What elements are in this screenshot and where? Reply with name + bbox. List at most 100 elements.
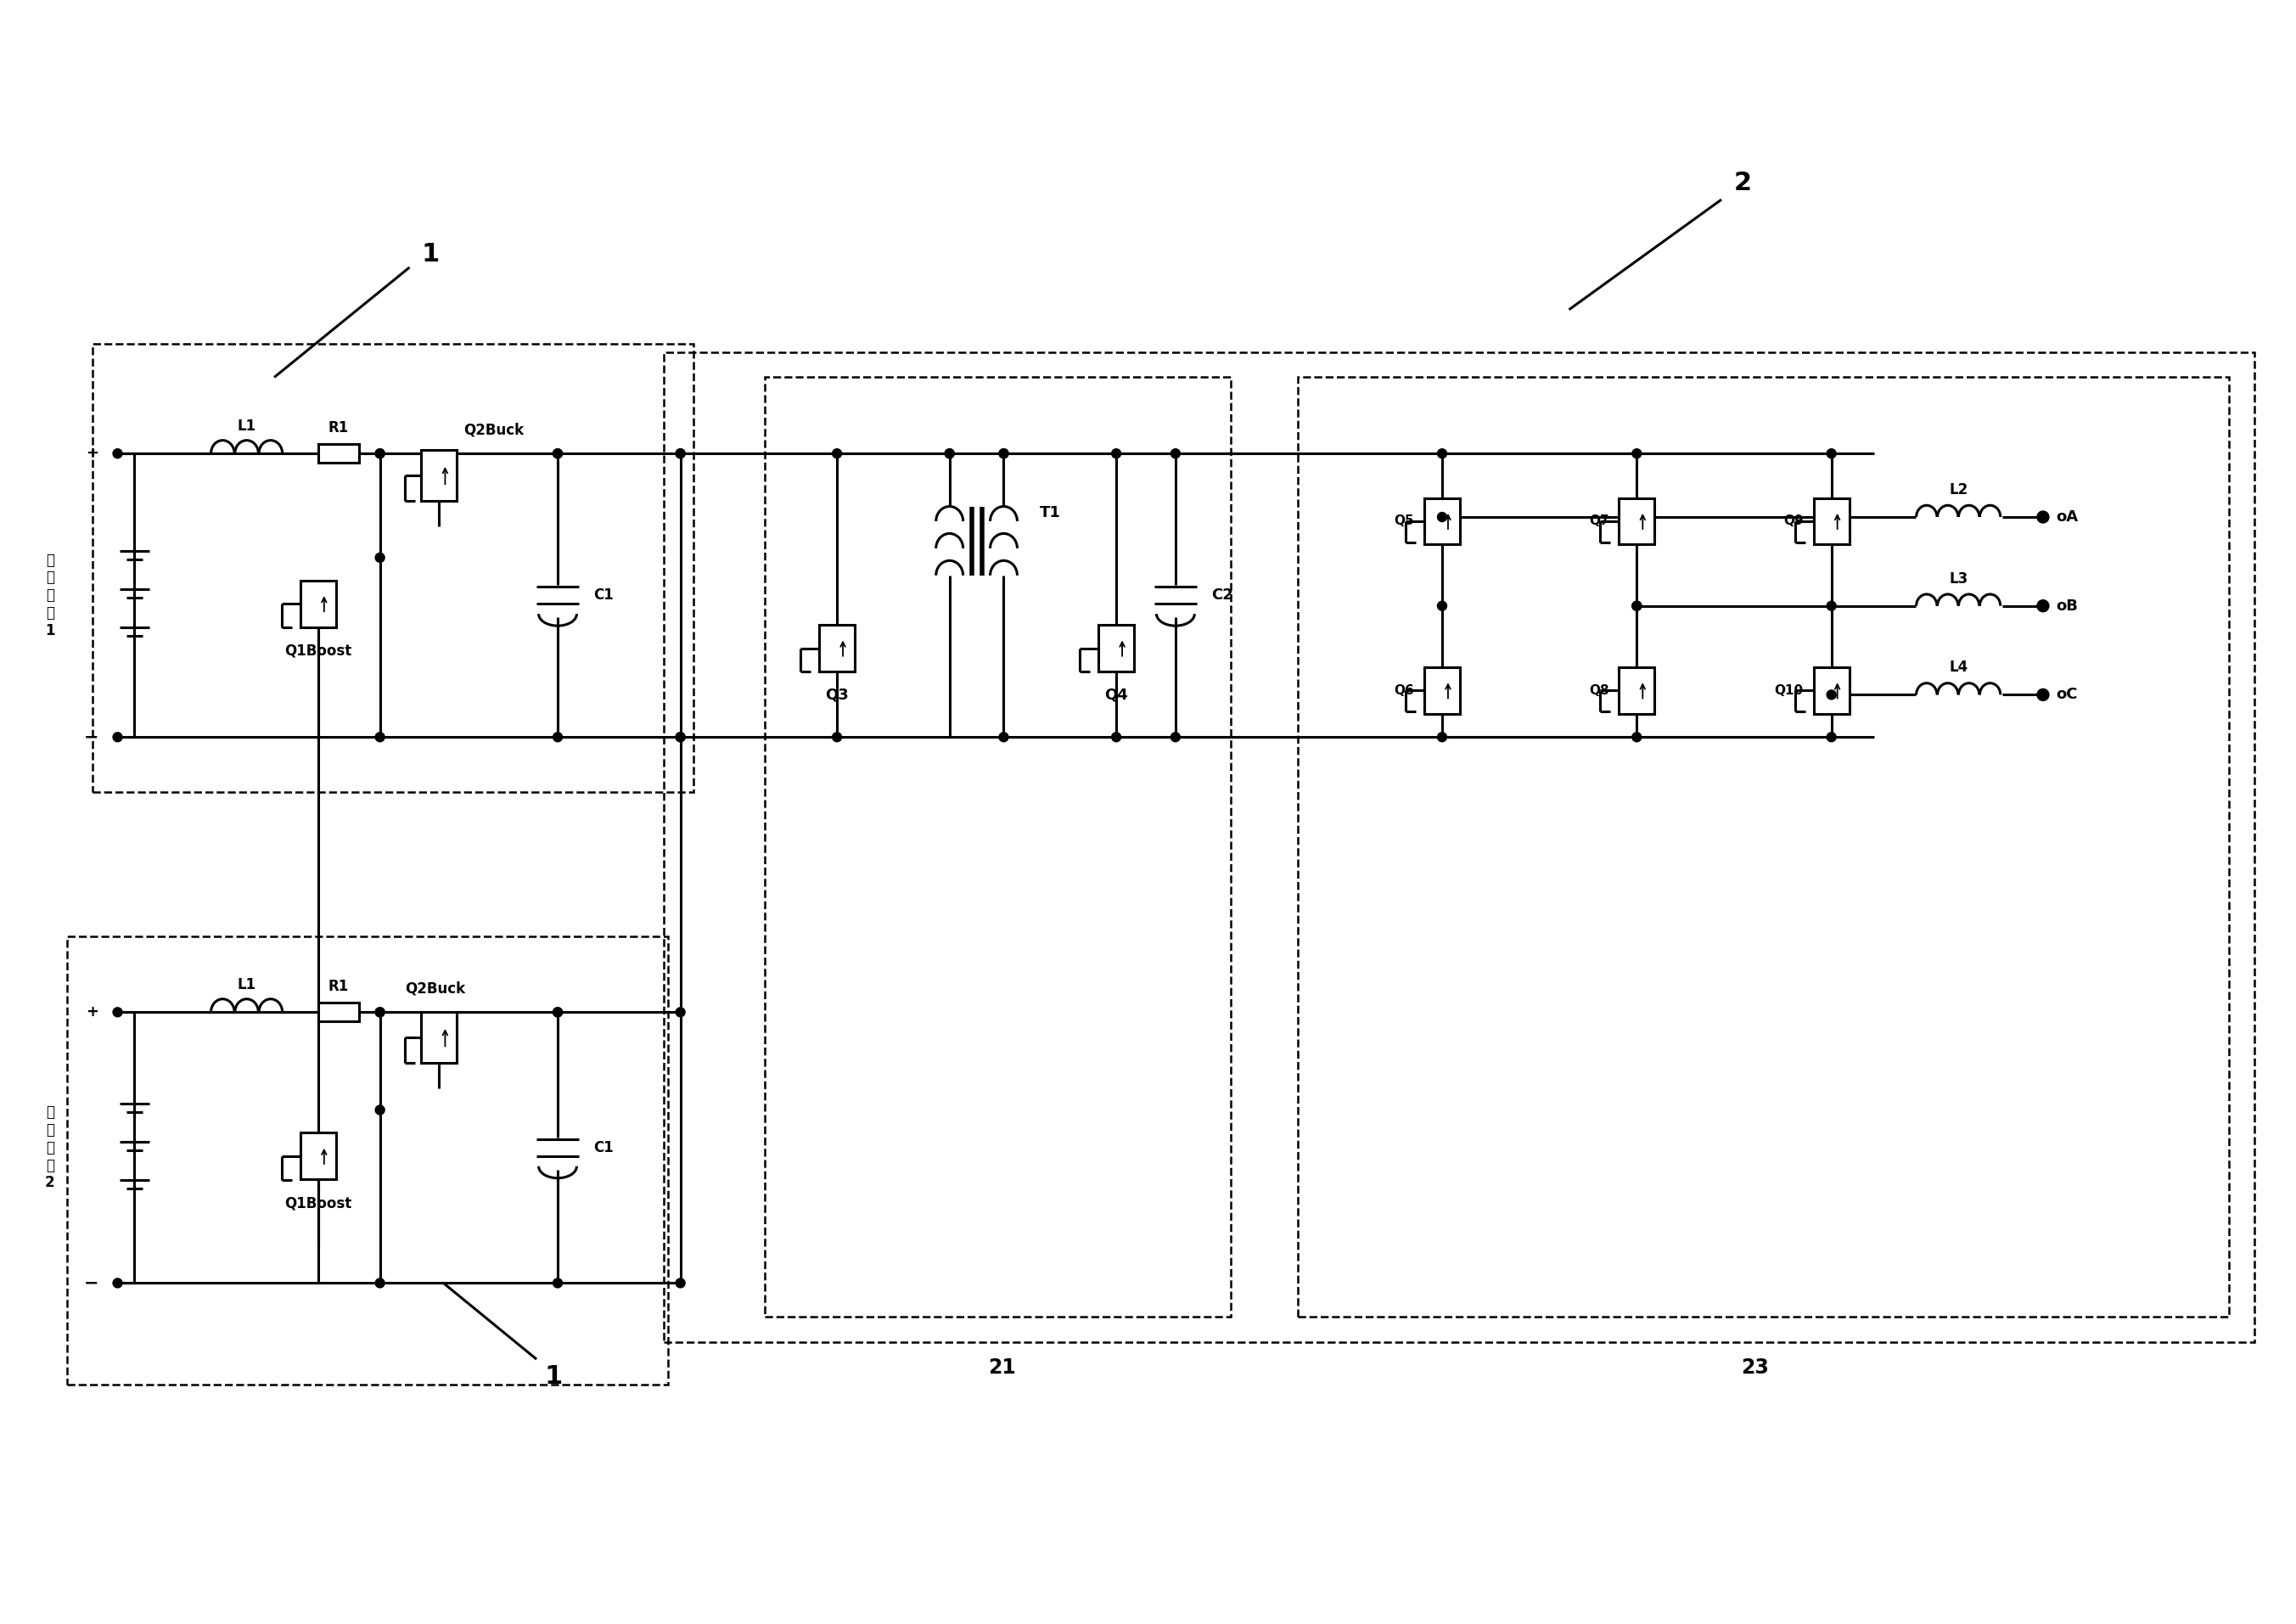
Circle shape [675, 1007, 684, 1017]
Bar [820, 625, 854, 671]
Circle shape [675, 732, 684, 742]
Circle shape [374, 448, 386, 458]
Circle shape [833, 448, 843, 458]
Circle shape [1632, 601, 1642, 611]
Text: Q8: Q8 [1589, 684, 1609, 697]
Text: R1: R1 [328, 421, 349, 435]
Text: 1: 1 [544, 1364, 563, 1389]
Text: Q4: Q4 [1104, 687, 1127, 703]
Circle shape [374, 732, 386, 742]
Circle shape [553, 732, 563, 742]
Text: Q10: Q10 [1775, 684, 1802, 697]
Bar [1097, 625, 1134, 671]
Circle shape [946, 448, 955, 458]
Circle shape [1828, 448, 1837, 458]
Bar [1297, 377, 2229, 1317]
Text: 1: 1 [422, 242, 441, 266]
Bar [1619, 499, 1655, 544]
Text: C1: C1 [592, 588, 613, 603]
Circle shape [999, 448, 1008, 458]
Circle shape [553, 1278, 563, 1288]
Bar [319, 1004, 358, 1021]
Circle shape [374, 448, 386, 458]
Circle shape [1437, 601, 1446, 611]
Text: oC: oC [2055, 687, 2078, 703]
Text: Q2Buck: Q2Buck [464, 422, 523, 437]
Text: R1: R1 [328, 979, 349, 994]
Circle shape [675, 1278, 684, 1288]
Bar [319, 445, 358, 463]
Bar [422, 450, 457, 500]
Circle shape [1437, 448, 1446, 458]
Circle shape [374, 1007, 386, 1017]
Circle shape [675, 448, 684, 458]
Text: oA: oA [2055, 510, 2078, 525]
Circle shape [833, 732, 843, 742]
Bar [1814, 667, 1848, 715]
Text: C1: C1 [592, 1140, 613, 1155]
Text: Q5: Q5 [1394, 515, 1414, 528]
Text: 23: 23 [1740, 1358, 1770, 1377]
Bar [92, 344, 693, 793]
Circle shape [675, 448, 684, 458]
Circle shape [2037, 599, 2048, 612]
Bar [765, 377, 1231, 1317]
Circle shape [999, 448, 1008, 458]
Text: +: + [87, 447, 99, 461]
Bar [664, 352, 2255, 1343]
Circle shape [553, 1007, 563, 1017]
Text: Q2Buck: Q2Buck [404, 981, 466, 996]
Text: Q1Boost: Q1Boost [285, 1195, 351, 1212]
Circle shape [553, 448, 563, 458]
Bar [1619, 667, 1655, 715]
Circle shape [675, 732, 684, 742]
Text: 2: 2 [1733, 171, 1752, 195]
Text: Q3: Q3 [824, 687, 850, 703]
Circle shape [1828, 601, 1837, 611]
Text: oB: oB [2055, 598, 2078, 614]
Circle shape [1632, 601, 1642, 611]
Bar [67, 935, 668, 1385]
Circle shape [1171, 732, 1180, 742]
Circle shape [999, 732, 1008, 742]
Bar [301, 580, 335, 627]
Circle shape [1437, 512, 1446, 521]
Circle shape [1632, 448, 1642, 458]
Text: Q1Boost: Q1Boost [285, 643, 351, 658]
Text: −: − [85, 1275, 99, 1291]
Circle shape [1828, 732, 1837, 742]
Text: C2: C2 [1210, 588, 1233, 603]
Bar [422, 1012, 457, 1064]
Circle shape [1111, 448, 1120, 458]
Text: 被
测
电
池
2: 被 测 电 池 2 [46, 1104, 55, 1190]
Bar [1424, 499, 1460, 544]
Circle shape [1437, 732, 1446, 742]
Circle shape [2037, 512, 2048, 523]
Text: L2: L2 [1949, 482, 1968, 497]
Text: −: − [85, 729, 99, 745]
Text: Q6: Q6 [1394, 684, 1414, 697]
Circle shape [113, 1007, 122, 1017]
Text: Q7: Q7 [1589, 515, 1609, 528]
Circle shape [946, 448, 955, 458]
Text: L1: L1 [236, 419, 255, 434]
Text: Q9: Q9 [1784, 515, 1802, 528]
Text: 21: 21 [987, 1358, 1015, 1377]
Circle shape [1111, 732, 1120, 742]
Circle shape [113, 1278, 122, 1288]
Circle shape [553, 448, 563, 458]
Circle shape [374, 554, 386, 562]
Text: T1: T1 [1040, 505, 1061, 520]
Text: L1: L1 [236, 978, 255, 992]
Circle shape [553, 1007, 563, 1017]
Text: L3: L3 [1949, 572, 1968, 586]
Bar [1424, 667, 1460, 715]
Circle shape [113, 448, 122, 458]
Circle shape [2037, 689, 2048, 700]
Circle shape [113, 732, 122, 742]
Text: L4: L4 [1949, 659, 1968, 676]
Circle shape [1171, 448, 1180, 458]
Text: +: + [87, 1005, 99, 1020]
Circle shape [374, 1106, 386, 1114]
Text: 被
测
电
池
1: 被 测 电 池 1 [46, 552, 55, 638]
